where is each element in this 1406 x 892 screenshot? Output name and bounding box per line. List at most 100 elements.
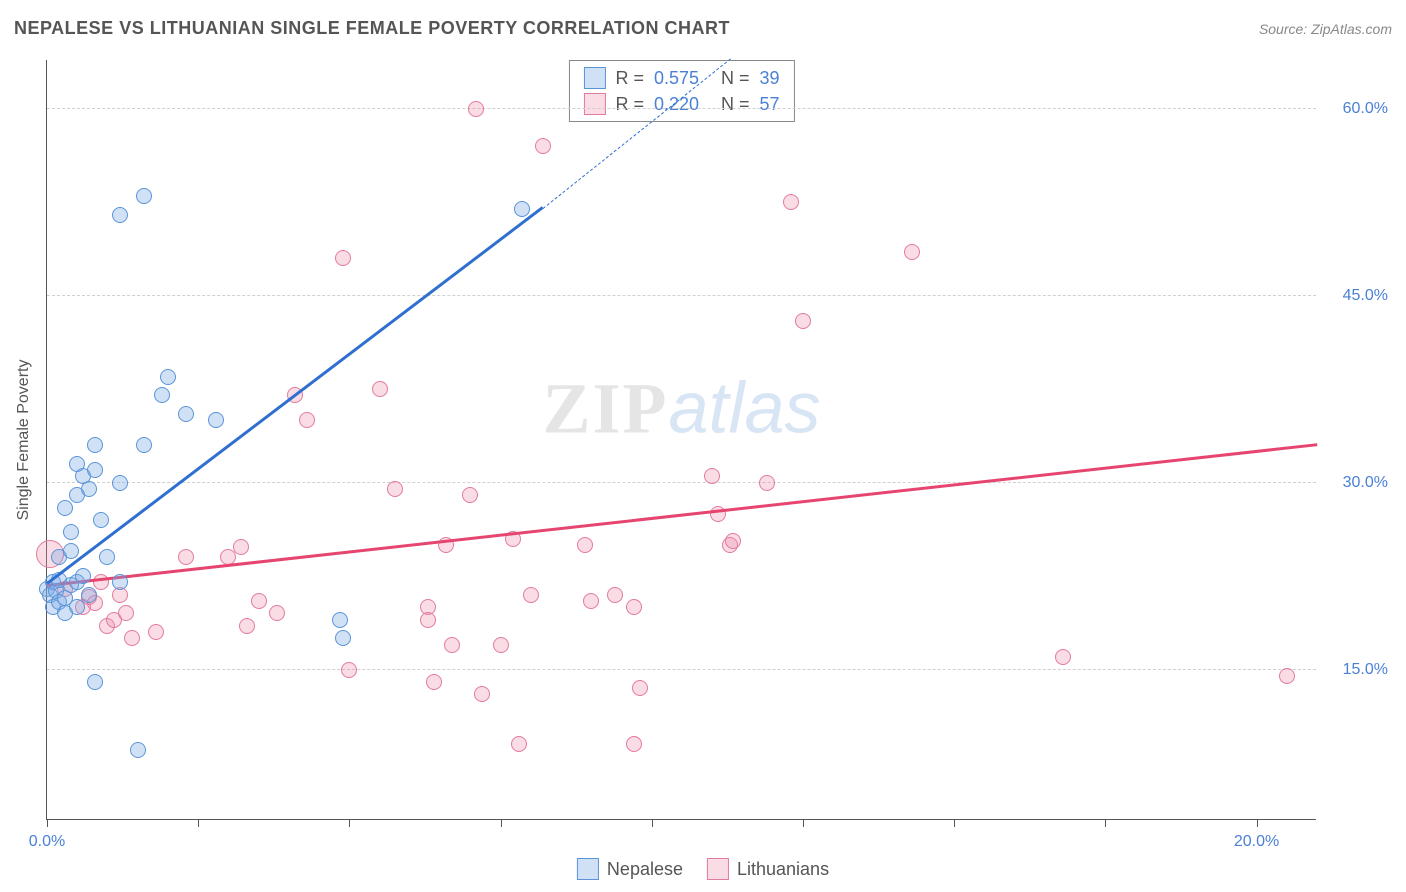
data-point-lithuanians — [577, 537, 593, 553]
data-point-lithuanians — [420, 612, 436, 628]
data-point-lithuanians — [626, 599, 642, 615]
data-point-lithuanians — [511, 736, 527, 752]
data-point-nepalese — [69, 456, 85, 472]
x-tick — [954, 819, 955, 827]
data-point-nepalese — [136, 188, 152, 204]
legend-label-nepalese: Nepalese — [607, 859, 683, 880]
n-label: N = — [721, 68, 750, 89]
y-tick-label: 30.0% — [1343, 474, 1388, 492]
chart-title: NEPALESE VS LITHUANIAN SINGLE FEMALE POV… — [14, 18, 730, 39]
data-point-lithuanians — [632, 680, 648, 696]
data-point-lithuanians — [462, 487, 478, 503]
data-point-lithuanians — [299, 412, 315, 428]
data-point-lithuanians — [607, 587, 623, 603]
data-point-lithuanians — [148, 624, 164, 640]
x-tick — [198, 819, 199, 827]
y-axis-label: Single Female Poverty — [15, 360, 33, 521]
legend-item-nepalese: Nepalese — [577, 858, 683, 880]
gridline — [47, 669, 1316, 670]
data-point-nepalese — [208, 412, 224, 428]
data-point-nepalese — [130, 742, 146, 758]
trendline — [47, 443, 1317, 586]
y-tick-label: 45.0% — [1343, 287, 1388, 305]
data-point-nepalese — [112, 475, 128, 491]
n-value-lithuanians: 57 — [760, 94, 780, 115]
swatch-lithuanians-icon — [707, 858, 729, 880]
x-tick — [349, 819, 350, 827]
data-point-lithuanians — [233, 539, 249, 555]
data-point-nepalese — [81, 481, 97, 497]
data-point-lithuanians — [583, 593, 599, 609]
data-point-nepalese — [136, 437, 152, 453]
x-tick-label: 20.0% — [1234, 833, 1279, 851]
data-point-lithuanians — [335, 250, 351, 266]
data-point-lithuanians — [444, 637, 460, 653]
data-point-nepalese — [87, 674, 103, 690]
chart-header: NEPALESE VS LITHUANIAN SINGLE FEMALE POV… — [14, 18, 1392, 39]
data-point-nepalese — [63, 543, 79, 559]
n-label: N = — [721, 94, 750, 115]
swatch-lithuanians — [583, 93, 605, 115]
data-point-nepalese — [112, 207, 128, 223]
data-point-nepalese — [335, 630, 351, 646]
x-tick-label: 0.0% — [29, 833, 65, 851]
data-point-lithuanians — [474, 686, 490, 702]
data-point-lithuanians — [372, 381, 388, 397]
watermark: ZIPatlas — [542, 368, 820, 451]
watermark-zip: ZIP — [542, 369, 668, 449]
data-point-nepalese — [112, 574, 128, 590]
data-point-lithuanians — [493, 637, 509, 653]
data-point-lithuanians — [118, 605, 134, 621]
data-point-lithuanians — [535, 138, 551, 154]
plot-area: ZIPatlas R = 0.575 N = 39 R = 0.220 N = … — [46, 60, 1316, 820]
data-point-lithuanians — [178, 549, 194, 565]
data-point-nepalese — [154, 387, 170, 403]
data-point-lithuanians — [904, 244, 920, 260]
trendline — [46, 206, 543, 584]
r-label: R = — [615, 68, 644, 89]
data-point-nepalese — [69, 599, 85, 615]
data-point-lithuanians — [523, 587, 539, 603]
data-point-lithuanians — [725, 533, 741, 549]
x-tick — [803, 819, 804, 827]
x-tick — [1105, 819, 1106, 827]
stats-row-nepalese: R = 0.575 N = 39 — [569, 65, 793, 91]
data-point-lithuanians — [426, 674, 442, 690]
gridline — [47, 482, 1316, 483]
x-tick — [1257, 819, 1258, 827]
data-point-lithuanians — [387, 481, 403, 497]
x-tick — [652, 819, 653, 827]
data-point-nepalese — [57, 500, 73, 516]
data-point-nepalese — [93, 512, 109, 528]
r-value-lithuanians: 0.220 — [654, 94, 699, 115]
data-point-nepalese — [75, 568, 91, 584]
x-tick — [47, 819, 48, 827]
x-tick — [501, 819, 502, 827]
data-point-nepalese — [63, 524, 79, 540]
data-point-nepalese — [514, 201, 530, 217]
chart-source: Source: ZipAtlas.com — [1259, 21, 1392, 37]
data-point-lithuanians — [795, 313, 811, 329]
data-point-lithuanians — [269, 605, 285, 621]
legend-label-lithuanians: Lithuanians — [737, 859, 829, 880]
data-point-lithuanians — [1055, 649, 1071, 665]
n-value-nepalese: 39 — [760, 68, 780, 89]
swatch-nepalese — [583, 67, 605, 89]
data-point-nepalese — [160, 369, 176, 385]
data-point-lithuanians — [704, 468, 720, 484]
stats-row-lithuanians: R = 0.220 N = 57 — [569, 91, 793, 117]
data-point-lithuanians — [626, 736, 642, 752]
data-point-lithuanians — [251, 593, 267, 609]
data-point-lithuanians — [759, 475, 775, 491]
swatch-nepalese-icon — [577, 858, 599, 880]
legend-item-lithuanians: Lithuanians — [707, 858, 829, 880]
data-point-nepalese — [81, 587, 97, 603]
data-point-nepalese — [87, 437, 103, 453]
watermark-atlas: atlas — [668, 369, 820, 449]
r-value-nepalese: 0.575 — [654, 68, 699, 89]
data-point-nepalese — [87, 462, 103, 478]
gridline — [47, 295, 1316, 296]
data-point-lithuanians — [341, 662, 357, 678]
y-tick-label: 60.0% — [1343, 100, 1388, 118]
stats-legend: R = 0.575 N = 39 R = 0.220 N = 57 — [568, 60, 794, 122]
